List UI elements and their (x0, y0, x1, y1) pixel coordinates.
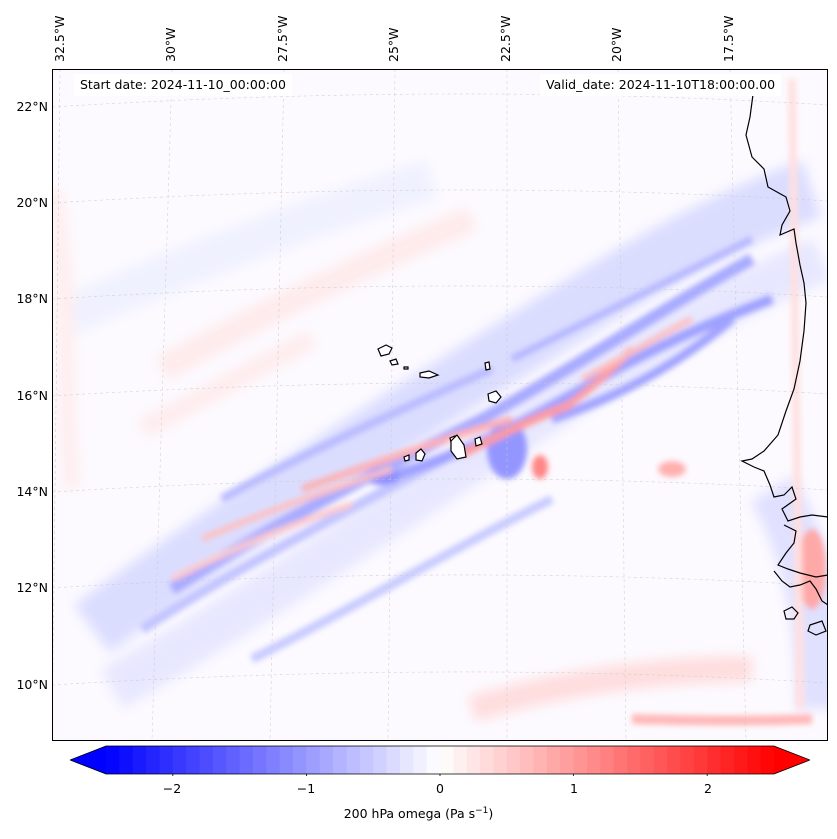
colorbar-bin (533, 746, 548, 774)
start-date-label: Start date: 2024-11-10_00:00:00 (74, 74, 292, 96)
colorbar-bin (106, 746, 120, 774)
colorbar-bin (680, 746, 695, 774)
colorbar-bin (306, 746, 321, 774)
colorbar-bin (627, 746, 641, 774)
colorbar-outline (70, 745, 810, 775)
colorbar-extend-high (774, 746, 810, 774)
lon-label-17-5w: 17.5°W (721, 15, 736, 62)
colorbar-label-text: 200 hPa omega (Pa s (343, 806, 476, 822)
colorbar-bin (546, 746, 561, 774)
lon-label-22-5w: 22.5°W (498, 15, 513, 62)
colorbar-bin (466, 746, 481, 774)
lat-label-12n: 12°N (16, 580, 48, 595)
colorbar-bin (506, 746, 521, 774)
africa-coastline (740, 86, 828, 636)
colorbar-bin (319, 746, 334, 774)
colorbar-bin (720, 746, 735, 774)
lon-label-25w: 25°W (386, 27, 401, 62)
colorbar-bin (733, 746, 748, 774)
colorbar-bin (279, 746, 294, 774)
lat-label-18n: 18°N (16, 291, 48, 306)
colorbar-bin (747, 746, 762, 774)
lon-label-30w: 30°W (163, 27, 178, 62)
colorbar-tick-1: 1 (570, 781, 578, 796)
colorbar-bin (667, 746, 682, 774)
colorbar-label: 200 hPa omega (Pa s−1) (0, 806, 837, 821)
colorbar-bin (440, 746, 454, 774)
colorbar-bin (212, 746, 227, 774)
colorbar-bin (239, 746, 254, 774)
colorbar (70, 745, 810, 776)
map-panel (52, 69, 828, 741)
colorbar-label-unit-exponent: −1 (475, 806, 489, 816)
colorbar-label-close: ) (488, 806, 494, 822)
colorbar-bin (266, 746, 281, 774)
colorbar-bin (426, 746, 441, 774)
colorbar-bin (346, 746, 361, 774)
colorbar-bin (707, 746, 722, 774)
colorbar-bin (613, 746, 628, 774)
cape-verde-islands (377, 344, 502, 462)
colorbar-bin (359, 746, 374, 774)
colorbar-bin (600, 746, 615, 774)
colorbar-bin (399, 746, 414, 774)
lon-label-27-5w: 27.5°W (275, 15, 290, 62)
lat-label-20n: 20°N (16, 195, 48, 210)
lat-label-22n: 22°N (16, 99, 48, 114)
colorbar-bin (586, 746, 601, 774)
colorbar-bin (172, 746, 187, 774)
lat-label-14n: 14°N (16, 484, 48, 499)
colorbar-bin (333, 746, 348, 774)
colorbar-tick-neg2: −2 (162, 781, 182, 796)
colorbar-bin (413, 746, 428, 774)
colorbar-tick-neg1: −1 (296, 781, 316, 796)
colorbar-bin (493, 746, 508, 774)
lon-label-20w: 20°W (609, 27, 624, 62)
colorbar-bin (186, 746, 201, 774)
colorbar-extend-low (70, 746, 106, 774)
colorbar-tick-0: 0 (436, 781, 444, 796)
omega-field (52, 78, 828, 726)
graticule (52, 69, 828, 741)
colorbar-bin (573, 746, 588, 774)
colorbar-bin (226, 746, 241, 774)
colorbar-bin (640, 746, 655, 774)
colorbar-bin (560, 746, 575, 774)
lon-label-32-5w: 32.5°W (52, 15, 67, 62)
colorbar-bin (293, 746, 307, 774)
colorbar-bin (653, 746, 668, 774)
colorbar-bin (146, 746, 161, 774)
colorbar-bin (453, 746, 468, 774)
colorbar-bin (760, 746, 775, 774)
colorbar-tick-2: 2 (704, 781, 712, 796)
lat-label-16n: 16°N (16, 388, 48, 403)
lat-label-10n: 10°N (16, 677, 48, 692)
colorbar-bin (520, 746, 535, 774)
colorbar-bin (693, 746, 708, 774)
colorbar-bin (199, 746, 214, 774)
colorbar-bin (252, 746, 267, 774)
colorbar-bin (386, 746, 401, 774)
valid-date-label: Valid_date: 2024-11-10T18:00:00.00 (540, 74, 782, 96)
colorbar-bin (132, 746, 147, 774)
colorbar-bin (480, 746, 495, 774)
colorbar-bin (159, 746, 174, 774)
colorbar-bin (373, 746, 388, 774)
colorbar-bin (119, 746, 134, 774)
